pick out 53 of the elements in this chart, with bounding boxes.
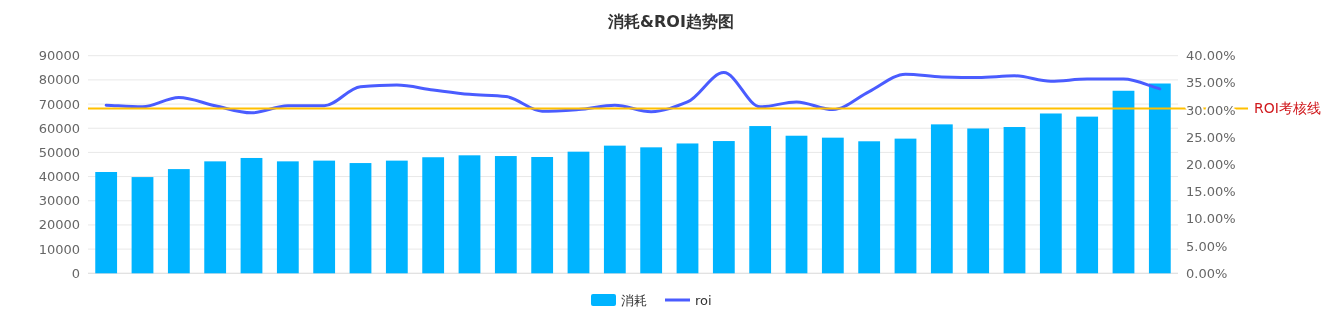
bar	[531, 157, 554, 274]
bar	[894, 138, 917, 274]
bar	[567, 151, 590, 274]
bar	[749, 126, 772, 274]
bar	[785, 135, 808, 274]
y-tick-label: 30000	[38, 193, 80, 209]
bar	[676, 143, 699, 274]
bar	[1112, 90, 1135, 274]
bar	[858, 141, 881, 274]
ref-line-label: ROI考核线	[1254, 100, 1321, 117]
bar	[422, 157, 445, 274]
bar	[821, 137, 844, 274]
bar	[349, 163, 372, 274]
bar	[1003, 127, 1026, 274]
bar	[1076, 116, 1099, 274]
y2-tick-label: 15.00%	[1186, 184, 1236, 200]
bar	[640, 147, 663, 274]
y2-tick-label: 35.00%	[1186, 75, 1236, 91]
line-series	[104, 71, 1162, 115]
bar	[458, 155, 481, 274]
bar	[930, 124, 953, 274]
bar	[276, 161, 299, 274]
y-tick-label: 0	[71, 265, 80, 281]
bar	[1148, 83, 1171, 274]
bar	[1039, 113, 1062, 274]
y-tick-label: 70000	[38, 96, 80, 112]
y2-tick-label: 20.00%	[1186, 157, 1236, 172]
bar	[240, 157, 263, 274]
y-tick-label: 40000	[38, 169, 80, 185]
y2-tick-label: 5.00%	[1186, 238, 1228, 254]
bar	[131, 177, 154, 274]
y-tick-label: 60000	[38, 120, 80, 136]
legend-label: 消耗	[621, 292, 647, 308]
y-tick-label: 10000	[38, 241, 80, 257]
y-tick-label: 50000	[38, 144, 80, 160]
y-tick-label: 20000	[38, 217, 80, 233]
y-tick-label: 90000	[38, 48, 80, 64]
bar	[967, 128, 990, 274]
bar	[385, 160, 408, 274]
bar	[712, 141, 735, 274]
bar	[167, 169, 190, 274]
y2-tick-label: 10.00%	[1186, 211, 1236, 227]
bar	[204, 161, 227, 274]
bar	[494, 156, 517, 274]
legend-label: roi	[695, 292, 712, 308]
y-tick-label: 80000	[38, 72, 80, 88]
bar	[313, 160, 336, 274]
y2-tick-label: 25.00%	[1186, 129, 1236, 145]
bar	[95, 172, 118, 274]
y2-tick-label: 40.00%	[1186, 48, 1236, 64]
y2-tick-label: 0.00%	[1186, 265, 1228, 281]
bar	[603, 145, 626, 274]
chart-title: 消耗&ROI趋势图	[607, 12, 734, 31]
